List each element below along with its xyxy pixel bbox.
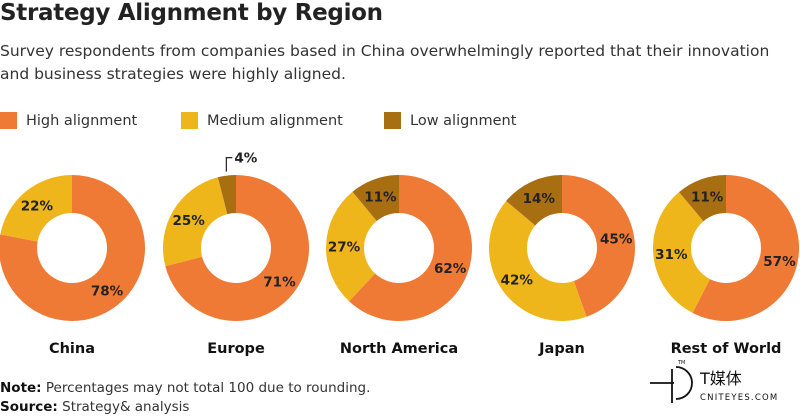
leader-europe-low	[225, 157, 233, 172]
slice-europe-low	[217, 175, 236, 215]
label-north-america-low: 11%	[364, 189, 397, 205]
slice-rest-of-world-medium	[653, 192, 710, 313]
label-north-america-medium: 27%	[328, 239, 361, 255]
donut-rest-of-world: 57% 31% 11% Rest of World	[653, 175, 799, 357]
label-europe-medium: 25%	[172, 213, 205, 229]
slice-north-america-high	[349, 175, 472, 321]
legend-swatch-medium	[181, 112, 198, 129]
donut-north-america: 62% 27% 11% North America	[326, 175, 472, 357]
label-rest-of-world-medium: 31%	[655, 247, 688, 263]
slice-north-america-medium	[326, 191, 377, 302]
chart-subtitle: Survey respondents from companies based …	[0, 42, 770, 83]
donut-charts: 78% 22% China 71% 25% 4% Europe 62% 27% 11% North …	[0, 151, 799, 357]
note-text: Percentages may not total 100 due to rou…	[41, 380, 371, 396]
donut-europe: 71% 25% 4% Europe	[163, 151, 309, 357]
source-label: Source:	[0, 399, 58, 415]
source-line: Source: Strategy& analysis	[0, 398, 370, 417]
label-japan-high: 45%	[600, 232, 633, 248]
source-text: Strategy& analysis	[57, 399, 190, 415]
brand-url: CNITEYES.COM	[700, 393, 778, 403]
slice-japan-low	[506, 175, 562, 226]
legend-item-medium: Medium alignment	[181, 112, 343, 129]
note-label: Note:	[0, 380, 42, 396]
label-europe-low: 4%	[234, 151, 257, 167]
region-name-north-america: North America	[340, 341, 458, 357]
legend: High alignment Medium alignment Low alig…	[0, 112, 800, 132]
slice-china-medium	[0, 175, 73, 242]
legend-label-medium: Medium alignment	[207, 112, 343, 129]
label-japan-medium: 42%	[501, 272, 534, 288]
chart-title: Strategy Alignment by Region	[0, 0, 383, 26]
brand-name: T媒体	[699, 369, 742, 388]
region-name-rest-of-world: Rest of World	[671, 341, 782, 357]
note-line: Note: Percentages may not total 100 due …	[0, 379, 370, 398]
legend-swatch-high	[0, 112, 17, 129]
legend-item-high: High alignment	[0, 112, 137, 129]
label-japan-low: 14%	[523, 191, 556, 207]
brand-mark-icon	[650, 366, 693, 403]
region-name-europe: Europe	[207, 341, 265, 357]
region-name-japan: Japan	[538, 341, 585, 357]
slice-japan-high	[562, 175, 635, 317]
legend-item-low: Low alignment	[384, 112, 516, 129]
slice-china-high	[0, 175, 145, 321]
notes: Note: Percentages may not total 100 due …	[0, 379, 370, 417]
donut-china: 78% 22% China	[0, 175, 145, 357]
label-rest-of-world-high: 57%	[763, 254, 796, 270]
slice-europe-high	[165, 175, 309, 321]
label-china-medium: 22%	[21, 199, 54, 215]
legend-swatch-low	[384, 112, 401, 129]
slice-europe-medium	[163, 177, 228, 267]
brand-logo: TM T媒体 CNITEYES.COM	[650, 360, 778, 403]
brand-tm: TM	[677, 360, 685, 366]
region-name-china: China	[49, 341, 95, 357]
slice-japan-medium	[488, 200, 587, 321]
slice-rest-of-world-high	[692, 175, 799, 321]
legend-label-low: Low alignment	[410, 112, 517, 129]
donut-japan: 45% 42% 14% Japan	[488, 175, 635, 357]
legend-label-high: High alignment	[26, 112, 138, 129]
slice-rest-of-world-low	[679, 175, 726, 222]
label-europe-high: 71%	[263, 275, 296, 291]
label-rest-of-world-low: 11%	[691, 189, 724, 205]
label-china-high: 78%	[91, 283, 124, 299]
slice-north-america-low	[352, 175, 399, 222]
label-north-america-high: 62%	[434, 261, 467, 277]
